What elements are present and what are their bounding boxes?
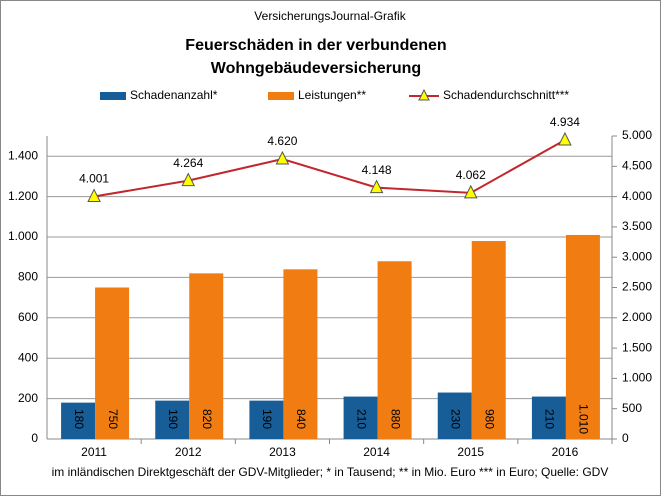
bar <box>283 269 318 439</box>
x-tick-label: 2015 <box>457 445 484 459</box>
legend-label: Schadendurchschnitt*** <box>443 88 569 102</box>
data-label: 4.934 <box>550 115 580 129</box>
y-tick-label: 800 <box>18 270 38 284</box>
marker <box>181 172 196 187</box>
y2-tick-label: 2.500 <box>622 280 652 294</box>
data-label: 190 <box>260 409 274 429</box>
chart-subtitle: VersicherungsJournal-Grafik <box>254 9 406 23</box>
legend-swatch <box>268 92 294 100</box>
data-label: 210 <box>543 409 557 429</box>
marker <box>558 131 572 146</box>
x-tick-label: 2014 <box>363 445 390 459</box>
y2-tick-label: 4.000 <box>622 189 652 203</box>
legend-swatch <box>100 92 126 100</box>
data-label: 4.001 <box>79 172 109 186</box>
y-tick-label: 0 <box>31 431 38 445</box>
data-label: 750 <box>106 409 120 429</box>
x-tick-label: 2013 <box>269 445 296 459</box>
y2-tick-label: 4.500 <box>622 158 652 172</box>
y2-tick-label: 0 <box>622 431 629 445</box>
y-tick-label: 1.400 <box>8 148 38 162</box>
bar <box>343 396 378 439</box>
y2-tick-label: 1.500 <box>622 340 652 354</box>
data-label: 190 <box>166 409 180 429</box>
y2-tick-label: 3.000 <box>622 249 652 263</box>
bar <box>189 273 224 439</box>
bar <box>61 402 96 439</box>
marker <box>87 188 101 203</box>
y2-tick-label: 5.000 <box>622 128 652 142</box>
y2-tick-label: 500 <box>622 401 642 415</box>
footnote: im inländischen Direktgeschäft der GDV-M… <box>52 465 609 479</box>
y-tick-label: 400 <box>18 350 38 364</box>
bar <box>155 400 190 439</box>
bar <box>95 287 130 439</box>
legend-label: Schadenanzahl* <box>130 88 218 102</box>
data-label: 180 <box>72 409 86 429</box>
bar <box>531 396 566 439</box>
x-tick-label: 2016 <box>552 445 579 459</box>
x-tick-label: 2012 <box>175 445 202 459</box>
bar <box>565 234 600 439</box>
bar <box>471 241 506 439</box>
data-label: 4.620 <box>267 134 297 148</box>
marker <box>463 184 478 199</box>
data-label: 4.062 <box>456 168 486 182</box>
data-label: 1.010 <box>577 404 591 434</box>
y-tick-label: 600 <box>18 310 38 324</box>
data-label: 230 <box>449 409 463 429</box>
y-tick-label: 1.000 <box>8 229 38 243</box>
data-label: 980 <box>483 409 497 429</box>
y2-tick-label: 2.000 <box>622 310 652 324</box>
data-label: 4.148 <box>362 163 392 177</box>
legend-label: Leistungen** <box>298 88 366 102</box>
chart-title: Wohngebäudeversicherung <box>211 60 421 77</box>
bar <box>377 261 412 439</box>
line <box>93 139 566 198</box>
data-label: 880 <box>388 409 402 429</box>
data-label: 820 <box>200 409 214 429</box>
y2-tick-label: 3.500 <box>622 219 652 233</box>
data-label: 840 <box>294 409 308 429</box>
bar <box>249 400 284 439</box>
marker <box>369 179 384 194</box>
bar <box>437 392 472 439</box>
y2-tick-label: 1.000 <box>622 371 652 385</box>
legend-marker <box>418 88 430 101</box>
y-tick-label: 1.200 <box>8 189 38 203</box>
data-label: 4.264 <box>173 156 203 170</box>
y-tick-label: 200 <box>18 391 38 405</box>
x-tick-label: 2011 <box>81 445 107 459</box>
marker <box>275 150 290 165</box>
data-label: 210 <box>354 409 368 429</box>
chart-title: Feuerschäden in der verbundenen <box>185 37 446 54</box>
